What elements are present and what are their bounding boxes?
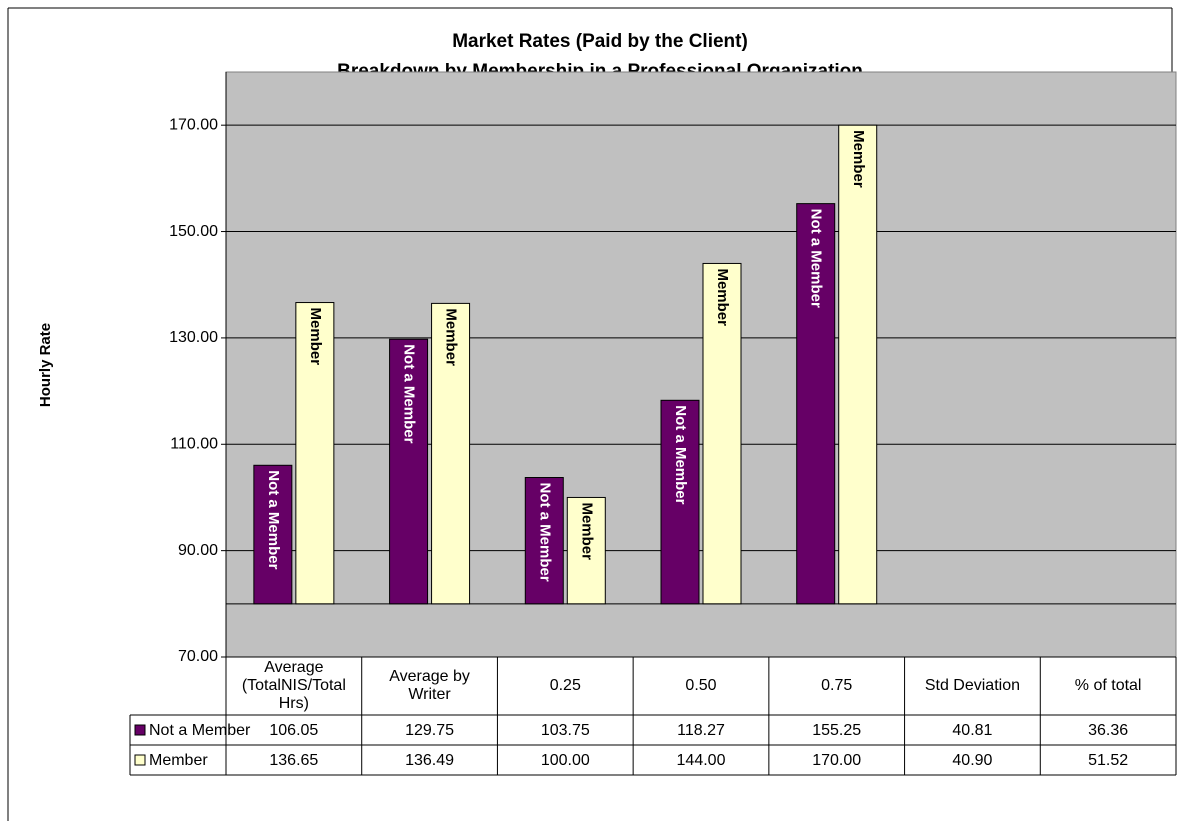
bar-label: Member: [443, 308, 460, 366]
table-value: 40.81: [952, 722, 992, 739]
y-tick-label: 90.00: [178, 542, 218, 559]
table-header-cell: Average by Writer: [389, 668, 470, 703]
table-value: 100.00: [541, 752, 590, 769]
y-tick-label: 110.00: [170, 435, 218, 452]
bar-label: Member: [307, 308, 324, 366]
table-value: 144.00: [677, 752, 726, 769]
x-tick-label: Std Deviation: [924, 677, 1020, 694]
table-value: 136.65: [269, 752, 318, 769]
bar-label: Not a Member: [672, 405, 689, 504]
table-header-cell: % of total: [1074, 677, 1142, 694]
bar-label: Member: [578, 502, 595, 560]
legend-key: [134, 754, 146, 766]
y-axis-label: Hourly Rate: [37, 323, 54, 407]
bar: [796, 203, 836, 605]
bar: [295, 302, 335, 605]
bar-label: Member: [714, 268, 731, 326]
legend-label: Member: [149, 752, 208, 769]
x-tick-label: 0.75: [821, 677, 853, 694]
table-value: 36.36: [1088, 722, 1128, 739]
legend-label: Not a Member: [149, 722, 251, 739]
table-value: 170.00: [812, 752, 861, 769]
table-header-cell: Average (TotalNIS/TotalHrs): [241, 659, 346, 712]
bar-label: Not a Member: [401, 344, 418, 443]
x-tick-label: Average by Writer: [389, 668, 470, 703]
bar: [566, 496, 606, 605]
chart-title: Market Rates (Paid by the Client): [452, 31, 748, 52]
x-tick-label: Average (TotalNIS/TotalHrs): [241, 659, 346, 712]
table-value: 129.75: [405, 722, 454, 739]
y-tick-label: 70.00: [178, 648, 218, 665]
bar: [838, 124, 878, 605]
bar-label: Not a Member: [808, 209, 825, 308]
legend-key: [134, 724, 146, 736]
bar: [702, 262, 742, 605]
table-value: 155.25: [812, 722, 861, 739]
bar: [389, 338, 429, 605]
bar-label: Not a Member: [265, 470, 282, 569]
table-value: 106.05: [269, 722, 318, 739]
table-value: 51.52: [1088, 752, 1128, 769]
table-header-cell: 0.75: [821, 677, 853, 694]
table-header-cell: Std Deviation: [924, 677, 1020, 694]
bar-label: Not a Member: [536, 483, 553, 582]
plot-background: [225, 71, 1177, 658]
bar: [253, 464, 293, 605]
x-tick-label: 0.50: [685, 677, 717, 694]
y-tick-label: 170.00: [169, 116, 218, 133]
table-value: 40.90: [952, 752, 992, 769]
bar: [431, 302, 471, 605]
table-value: 118.27: [677, 722, 725, 739]
y-tick-label: 130.00: [169, 329, 218, 346]
table-value: 103.75: [541, 722, 590, 739]
x-tick-label: 0.25: [549, 677, 581, 694]
bar: [524, 477, 564, 605]
table-value: 136.49: [405, 752, 454, 769]
bar-label: Member: [850, 130, 867, 188]
table-header-cell: 0.50: [685, 677, 717, 694]
bar: [660, 399, 700, 605]
x-tick-label: % of total: [1074, 677, 1142, 694]
table-header-cell: 0.25: [549, 677, 581, 694]
y-tick-label: 150.00: [169, 223, 218, 240]
